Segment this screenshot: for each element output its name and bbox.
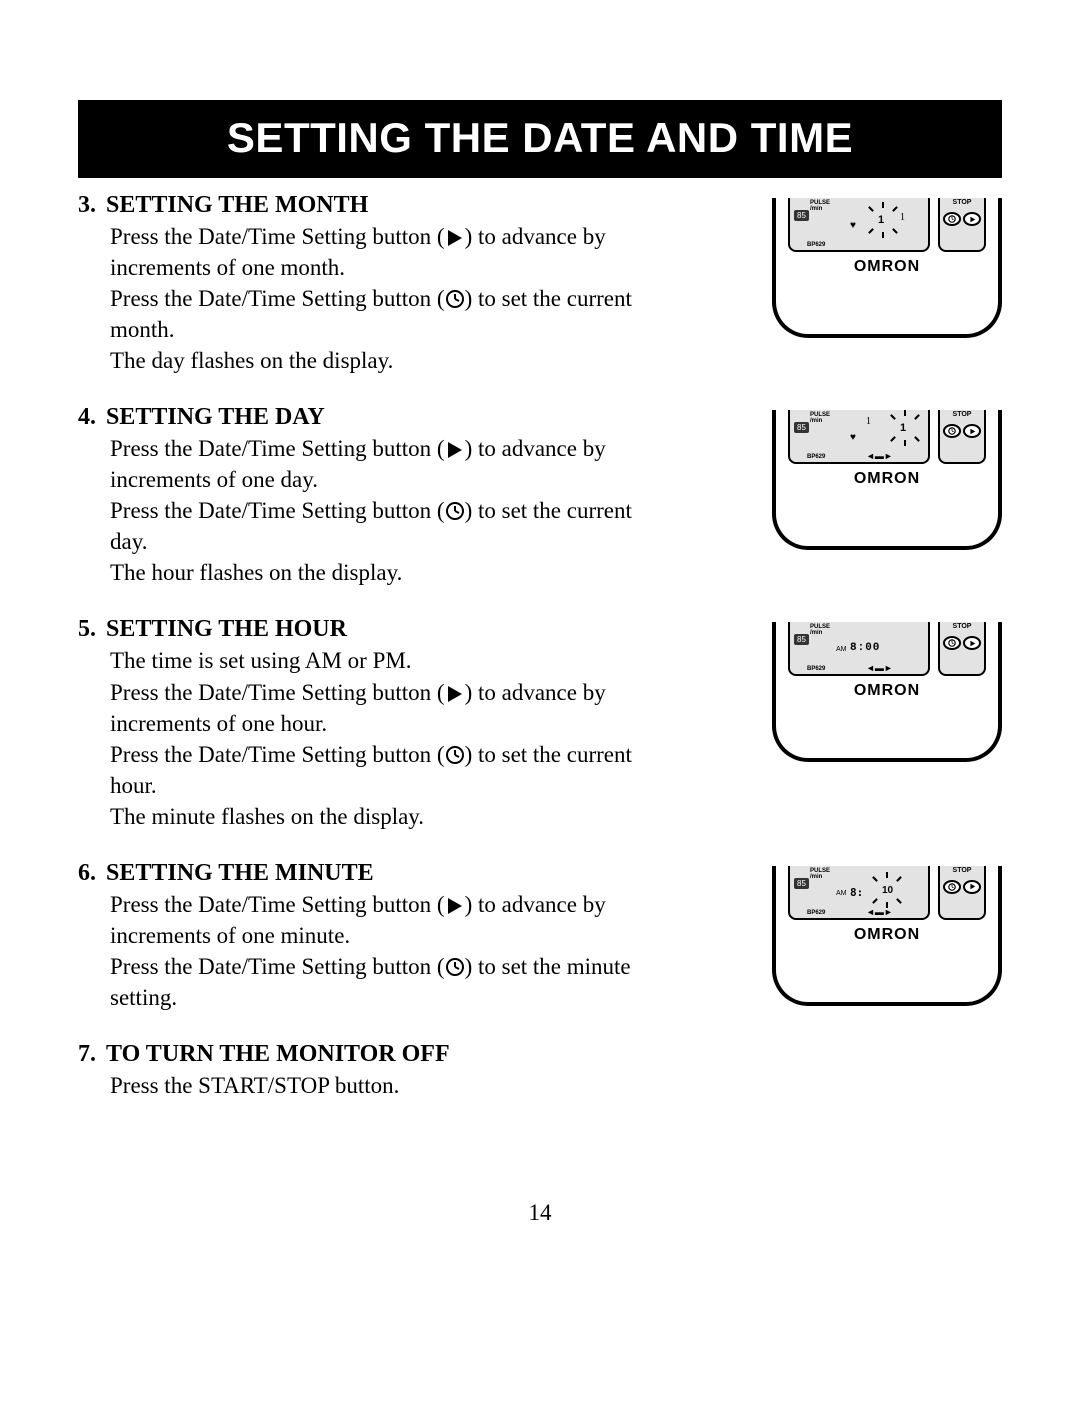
section-body: Press the START/STOP button. xyxy=(78,1070,638,1101)
section-heading: 4. SETTING THE DAY xyxy=(78,404,638,431)
section-title: SETTING THE MONTH xyxy=(106,192,368,219)
section-title: SETTING THE MINUTE xyxy=(106,860,374,887)
device-screen: PULSE/min85BP629AM8:00◄▬► xyxy=(788,622,930,676)
instruction-section: 7. TO TURN THE MONITOR OFF Press the STA… xyxy=(78,1041,1002,1101)
device-illustration: PULSE/min85BP629 1 ♥1 STOP OMRON xyxy=(772,198,1002,338)
section-heading: 6. SETTING THE MINUTE xyxy=(78,860,638,887)
section-title: TO TURN THE MONITOR OFF xyxy=(106,1041,450,1068)
section-body: Press the Date/Time Setting button () to… xyxy=(78,433,638,588)
instruction-section: 4. SETTING THE DAY Press the Date/Time S… xyxy=(78,404,1002,588)
pulse-value: 85 xyxy=(794,422,809,433)
device-illustration: PULSE/min85BP629AM8: 10 ◄▬► STOP OMRON xyxy=(772,866,1002,1006)
instruction-section: 6. SETTING THE MINUTE Press the Date/Tim… xyxy=(78,860,1002,1013)
clock-button-icon xyxy=(943,636,961,650)
section-number: 6. xyxy=(78,860,106,887)
section-heading: 5. SETTING THE HOUR xyxy=(78,616,638,643)
section-title: SETTING THE HOUR xyxy=(106,616,347,643)
device-side-panel: STOP xyxy=(938,198,986,252)
device-brand: OMRON xyxy=(776,682,998,700)
device-side-panel: STOP xyxy=(938,622,986,676)
device-brand: OMRON xyxy=(776,258,998,276)
page-number: 14 xyxy=(0,1200,1080,1226)
clock-button-icon xyxy=(943,880,961,894)
device-illustration: PULSE/min85BP629AM8:00◄▬► STOP OMRON xyxy=(772,622,1002,762)
play-button-icon xyxy=(963,880,981,894)
section-body: The time is set using AM or PM.Press the… xyxy=(78,645,638,831)
clock-button-icon xyxy=(943,424,961,438)
section-number: 4. xyxy=(78,404,106,431)
section-body: Press the Date/Time Setting button () to… xyxy=(78,221,638,376)
section-number: 3. xyxy=(78,192,106,219)
section-heading: 3. SETTING THE MONTH xyxy=(78,192,638,219)
device-brand: OMRON xyxy=(776,926,998,944)
section-title: SETTING THE DAY xyxy=(106,404,325,431)
section-number: 5. xyxy=(78,616,106,643)
device-illustration: PULSE/min85BP6291 1 ♥◄▬► STOP OMRON xyxy=(772,410,1002,550)
instruction-section: 3. SETTING THE MONTH Press the Date/Time… xyxy=(78,192,1002,376)
clock-button-icon xyxy=(943,212,961,226)
instruction-section: 5. SETTING THE HOUR The time is set usin… xyxy=(78,616,1002,831)
device-side-panel: STOP xyxy=(938,410,986,464)
pulse-value: 85 xyxy=(794,634,809,645)
pulse-value: 85 xyxy=(794,878,809,889)
device-brand: OMRON xyxy=(776,470,998,488)
play-button-icon xyxy=(963,424,981,438)
section-body: Press the Date/Time Setting button () to… xyxy=(78,889,638,1013)
device-screen: PULSE/min85BP629AM8: 10 ◄▬► xyxy=(788,866,930,920)
section-heading: 7. TO TURN THE MONITOR OFF xyxy=(78,1041,638,1068)
pulse-value: 85 xyxy=(794,210,809,221)
device-screen: PULSE/min85BP629 1 ♥1 xyxy=(788,198,930,252)
device-side-panel: STOP xyxy=(938,866,986,920)
section-number: 7. xyxy=(78,1041,106,1068)
page-banner: SETTING THE DATE AND TIME xyxy=(78,100,1002,178)
play-button-icon xyxy=(963,636,981,650)
play-button-icon xyxy=(963,212,981,226)
device-screen: PULSE/min85BP6291 1 ♥◄▬► xyxy=(788,410,930,464)
